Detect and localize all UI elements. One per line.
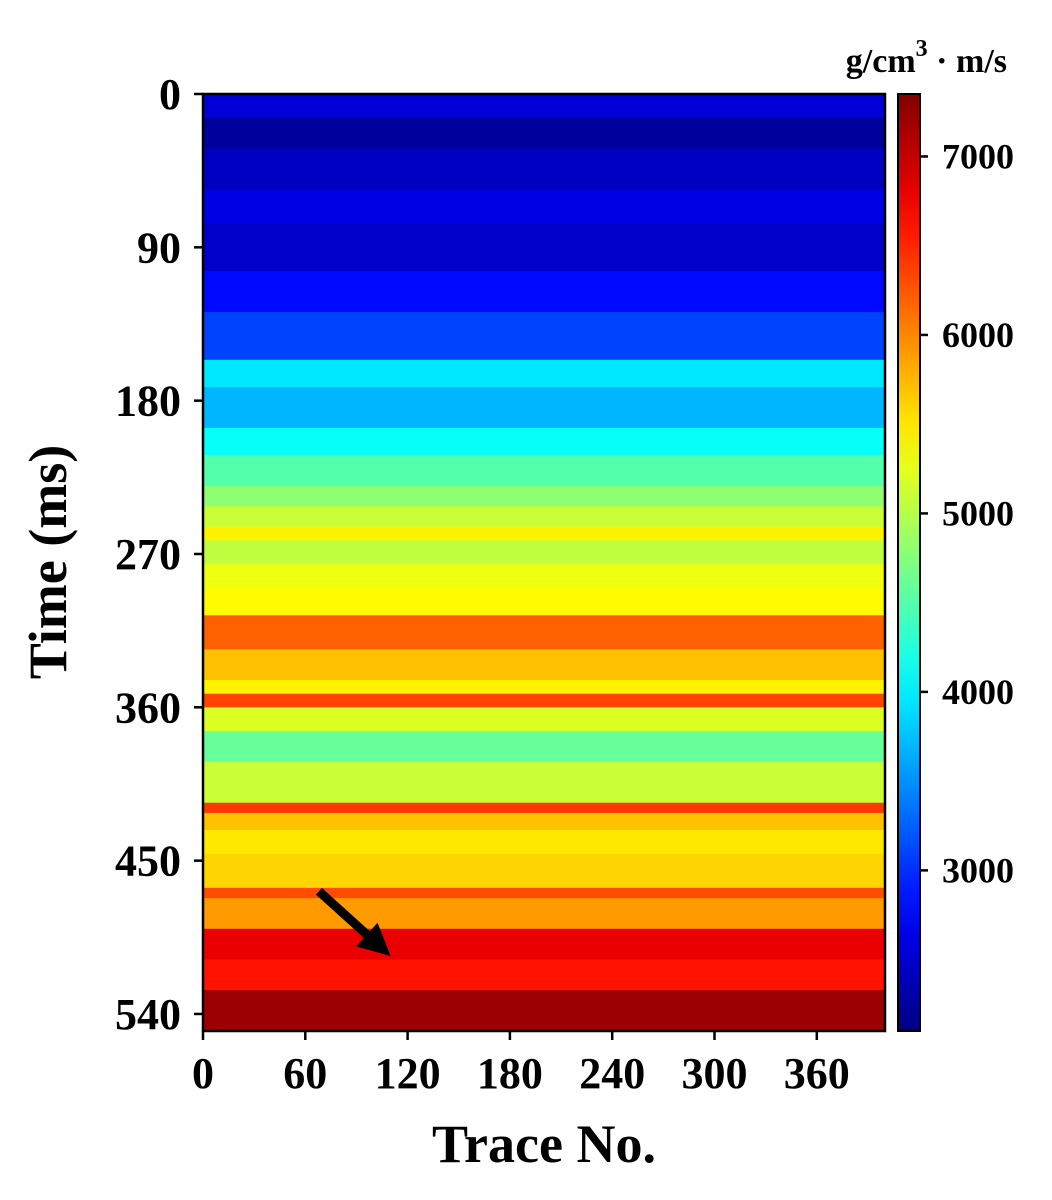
layer-4 [203, 223, 885, 272]
colorbar-tick-label: 3000 [942, 850, 1014, 890]
layer-13 [203, 526, 885, 541]
layer-23 [203, 761, 885, 804]
layer-0 [203, 94, 885, 119]
y-tick-label: 0 [159, 70, 181, 119]
x-tick-label: 240 [579, 1049, 645, 1098]
y-tick-label: 360 [115, 683, 181, 732]
layer-28 [203, 887, 885, 899]
layer-22 [203, 731, 885, 763]
y-tick-label: 540 [115, 990, 181, 1039]
layer-5 [203, 271, 885, 313]
layer-27 [203, 853, 885, 889]
x-tick-label: 300 [682, 1049, 748, 1098]
layer-18 [203, 649, 885, 681]
y-axis-label: Time (ms) [18, 445, 78, 679]
layer-10 [203, 455, 885, 487]
layer-12 [203, 506, 885, 528]
layer-19 [203, 680, 885, 695]
plot-frame [201, 92, 887, 1033]
colorbar-tick-label: 6000 [942, 315, 1014, 355]
layer-14 [203, 540, 885, 565]
colorbar-unit-sup: 3 [916, 36, 928, 62]
x-axis-label: Trace No. [432, 1114, 656, 1174]
layer-25 [203, 812, 885, 831]
layer-1 [203, 117, 885, 150]
layer-7 [203, 359, 885, 388]
x-tick-label: 0 [192, 1049, 214, 1098]
y-tick-label: 90 [137, 223, 181, 272]
x-tick-label: 120 [375, 1049, 441, 1098]
layer-15 [203, 564, 885, 589]
colorbar-unit-rest: · m/s [928, 43, 1007, 80]
y-tick-label: 450 [115, 837, 181, 886]
layer-3 [203, 189, 885, 225]
colorbar-tick-label: 7000 [942, 136, 1014, 176]
x-axis: 0 60 120 180 240 300 360 [192, 1031, 850, 1098]
layer-30 [203, 928, 885, 961]
layer-2 [203, 148, 885, 191]
layer-26 [203, 829, 885, 855]
layer-20 [203, 693, 885, 708]
colorbar-unit: g/cm3 · m/s [846, 36, 1007, 80]
layer-11 [203, 485, 885, 507]
colorbar: 3000 4000 5000 6000 7000 [897, 93, 1014, 1032]
layer-17 [203, 615, 885, 650]
heatmap-plot [203, 94, 885, 1031]
y-tick-label: 180 [115, 377, 181, 426]
layer-31 [203, 959, 885, 991]
layer-21 [203, 707, 885, 732]
layer-9 [203, 427, 885, 456]
x-tick-label: 60 [283, 1049, 327, 1098]
annotation-arrow-head [356, 922, 391, 956]
y-tick-label: 270 [115, 530, 181, 579]
colorbar-fill [897, 93, 921, 1032]
layer-6 [203, 312, 885, 361]
x-tick-label: 360 [784, 1049, 850, 1098]
layer-29 [203, 898, 885, 930]
colorbar-unit-main: g/cm [846, 43, 916, 80]
x-tick-label: 180 [477, 1049, 543, 1098]
annotation-layer [315, 887, 391, 956]
y-axis: 0 90 180 270 360 450 540 [115, 70, 203, 1039]
layer-16 [203, 588, 885, 616]
layer-32 [203, 990, 885, 1031]
layer-8 [203, 387, 885, 429]
colorbar-tick-label: 5000 [942, 493, 1014, 533]
layer-24 [203, 802, 885, 814]
annotation-arrow-shaft [315, 887, 370, 938]
colorbar-tick-label: 4000 [942, 672, 1014, 712]
